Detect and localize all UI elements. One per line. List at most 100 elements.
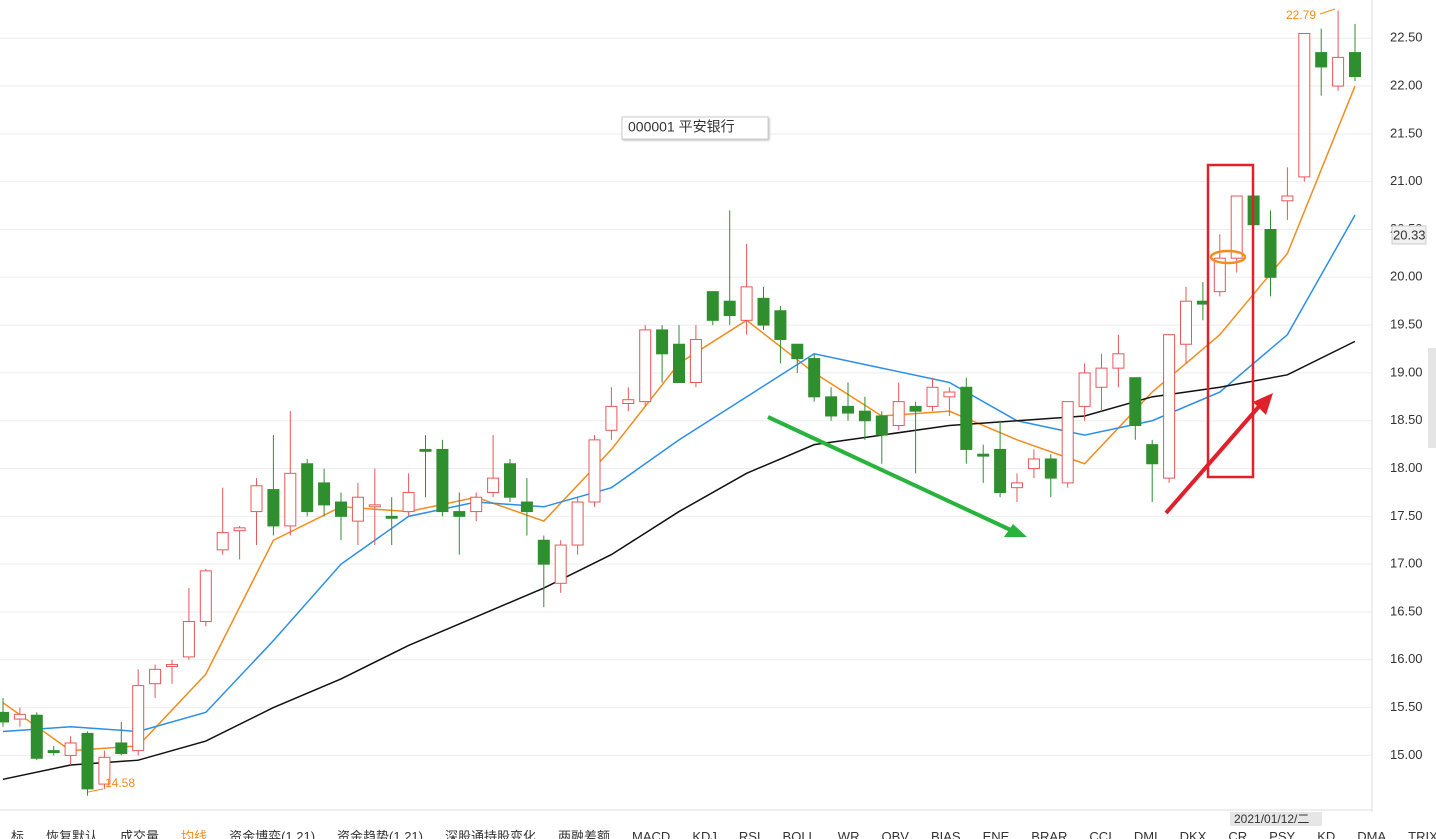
candle-body (1078, 372, 1091, 407)
tab[interactable]: 均线 (181, 829, 208, 839)
candle-body (825, 396, 838, 417)
tab[interactable]: 资金趋势(1,21) (337, 829, 423, 839)
tab[interactable]: TRIX (1408, 829, 1436, 839)
arrow-head (1004, 524, 1027, 537)
candle-body (926, 386, 939, 407)
tab[interactable]: DMI (1133, 829, 1158, 839)
candle-body (622, 399, 635, 405)
candle-body (318, 482, 331, 506)
tab[interactable]: 资金博弈(1,21) (229, 829, 316, 839)
tab[interactable]: DKX (1179, 829, 1207, 839)
candle-body (520, 501, 533, 513)
tab[interactable]: BOLL (782, 829, 816, 839)
candle-body (199, 570, 212, 623)
candle-body (115, 742, 128, 754)
tab[interactable]: KD (1317, 829, 1336, 839)
candle-body (149, 668, 162, 685)
candle-body (537, 539, 550, 565)
candle-body (166, 664, 178, 667)
candle-body (233, 527, 246, 532)
candle-body (689, 338, 702, 383)
ma-line (2, 340, 1356, 781)
candle-body (1044, 458, 1057, 479)
candle-body (301, 463, 314, 513)
candle-body (13, 713, 26, 720)
candle-body (842, 405, 854, 414)
tab[interactable]: KDJ (692, 829, 717, 839)
chart-title: 000001 平安银行 (628, 119, 735, 135)
candle-body (909, 405, 922, 412)
candle-body (1315, 52, 1328, 68)
candle-body (1349, 52, 1361, 77)
candle-body (385, 515, 398, 519)
candle-body (470, 496, 483, 513)
candle-body (706, 291, 719, 321)
price-box (1391, 225, 1427, 245)
max-label: 22.79 (1286, 8, 1316, 22)
candle-body (436, 448, 449, 513)
candle-body (1264, 228, 1277, 278)
tab[interactable]: BIAS (930, 829, 961, 839)
arrow-head (1253, 393, 1273, 415)
candle-body (673, 343, 685, 383)
candle-body (875, 415, 888, 436)
tab[interactable]: CR (1228, 829, 1248, 839)
candle-body (0, 711, 9, 723)
candle-body (571, 501, 584, 546)
candle-body (994, 448, 1007, 493)
tab[interactable]: DMA (1357, 829, 1387, 839)
y-tick-label: 21.50 (1390, 125, 1423, 140)
scrollbar[interactable] (1428, 348, 1436, 448)
candle-body (1146, 444, 1159, 465)
tab[interactable]: MACD (632, 829, 671, 839)
candle-body (81, 732, 94, 790)
candle-body (250, 485, 263, 513)
candle-body (892, 401, 905, 427)
tab[interactable]: OBV (881, 829, 909, 839)
candle-body (1298, 32, 1311, 178)
candle-body (639, 329, 652, 403)
candle-body (47, 750, 60, 754)
tab[interactable]: WR (837, 829, 860, 839)
tab[interactable]: BRAR (1031, 829, 1068, 839)
y-tick-label: 15.50 (1390, 699, 1423, 714)
candle-body (267, 489, 280, 527)
candle-body (402, 491, 415, 513)
tab[interactable]: 两融差额 (558, 829, 611, 839)
candle-body (216, 532, 229, 551)
candle-body (1163, 334, 1176, 479)
tab[interactable]: CCI (1089, 829, 1112, 839)
y-tick-label: 21.00 (1390, 173, 1423, 188)
highlight-ellipse (1209, 249, 1247, 265)
tab-bar: 标 恢复默认 成交量 均线 资金博弈(1,21) 资金趋势(1,21) 深股通持股变化 两融差… (0, 826, 1436, 839)
y-tick-label: 22.50 (1390, 30, 1423, 45)
candle-body (757, 297, 770, 326)
candle-body (335, 501, 347, 517)
title-box (621, 116, 769, 140)
tab[interactable]: 恢复默认 (46, 829, 99, 839)
tab[interactable]: RSI (738, 829, 761, 839)
tab[interactable]: PSY (1269, 829, 1296, 839)
candle-body (1230, 195, 1243, 259)
candle-body (1213, 257, 1226, 293)
candle-body (1011, 482, 1023, 489)
tab[interactable]: 标 (11, 829, 25, 839)
candle-body (64, 742, 77, 756)
y-tick-label: 18.50 (1390, 412, 1423, 427)
trend-arrow (1164, 401, 1264, 515)
candle-body (605, 405, 618, 431)
y-tick-label: 17.00 (1390, 556, 1423, 571)
tab[interactable]: 成交量 (120, 829, 160, 839)
date-label: 2021/01/12/二 (1234, 812, 1309, 826)
tab[interactable]: 深股通持股变化 (445, 829, 537, 839)
candle-body (723, 300, 736, 317)
candle-body (30, 714, 43, 759)
tab[interactable]: ENE (982, 829, 1010, 839)
price-label: 20.33 (1393, 227, 1426, 242)
candle-body (858, 410, 871, 422)
y-tick-label: 19.00 (1390, 364, 1423, 379)
candle-body (1129, 377, 1142, 427)
candle-body (1332, 56, 1345, 87)
y-tick-label: 15.00 (1390, 747, 1423, 762)
candle-body (740, 286, 753, 321)
